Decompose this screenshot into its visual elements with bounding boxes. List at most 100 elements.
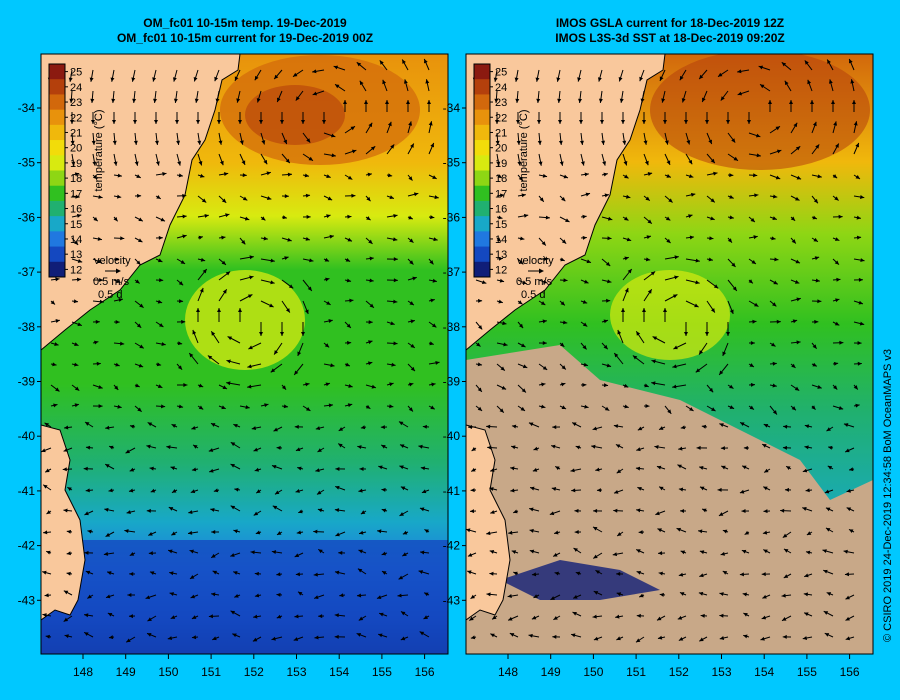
current-vector-head	[845, 595, 850, 600]
current-vector-head	[92, 174, 98, 180]
current-vector-head	[592, 614, 597, 619]
current-vector-head	[771, 236, 776, 241]
current-vector-head	[254, 571, 259, 576]
current-vector-head	[614, 489, 619, 494]
current-vector-head	[43, 530, 48, 535]
current-vector-head	[636, 331, 641, 336]
right-frame	[465, 53, 874, 655]
current-vector-head	[378, 465, 383, 470]
current-vector-head	[358, 488, 363, 493]
current-vector-head	[743, 445, 748, 450]
current-vector-head	[750, 382, 756, 387]
current-vector-head	[366, 196, 371, 202]
current-vector-head	[826, 427, 831, 432]
current-vector-head	[253, 614, 258, 619]
current-vector-head	[277, 97, 281, 103]
current-vector-head	[737, 91, 743, 96]
colorbar-swatch	[49, 155, 65, 171]
current-vector-head	[834, 260, 839, 265]
current-vector-head	[593, 508, 598, 513]
current-vector-head	[805, 550, 811, 555]
current-vector-head	[615, 614, 620, 619]
colorbar-swatch	[49, 109, 65, 126]
current-vector-head	[287, 172, 292, 177]
current-vector-head	[684, 332, 688, 336]
current-vector-head	[425, 79, 430, 84]
current-vector-head	[729, 173, 734, 178]
right-land	[466, 54, 665, 350]
current-vector-head	[83, 466, 88, 471]
current-vector-head	[367, 361, 373, 366]
current-vector-head	[270, 280, 275, 285]
current-vector-head	[284, 256, 289, 261]
current-vector-head	[508, 616, 513, 621]
current-vector-head	[559, 161, 564, 166]
current-vector-head	[131, 77, 136, 82]
current-vector-head	[721, 465, 726, 470]
current-vector-head	[312, 69, 317, 74]
current-vector-head	[156, 195, 161, 199]
current-vector-head	[107, 571, 112, 575]
current-vector-head	[333, 65, 339, 70]
current-vector-head	[87, 594, 92, 599]
current-vector-head	[676, 527, 682, 532]
current-vector-head	[663, 120, 667, 124]
current-vector-head	[371, 384, 376, 389]
current-vector-head	[138, 217, 143, 222]
current-vector-head	[92, 161, 97, 166]
current-vector-head	[494, 98, 499, 103]
left-eddy-warm	[185, 270, 305, 370]
current-vector-head	[325, 277, 330, 282]
current-vector-head	[230, 442, 236, 447]
current-vector-head	[266, 171, 271, 176]
current-vector-head	[244, 216, 250, 221]
current-vector-head	[198, 161, 203, 166]
current-vector-head	[255, 530, 261, 535]
colorbar-tick-label: 20	[495, 143, 507, 155]
current-vector-head	[834, 196, 839, 201]
velocity-key-label: velocity	[517, 255, 554, 267]
current-vector-head	[104, 507, 109, 512]
current-vector-head	[556, 77, 561, 82]
current-vector-head	[626, 194, 631, 199]
current-vector-head	[740, 422, 745, 427]
colorbar-tick-label: 14	[70, 234, 82, 246]
current-vector-head	[762, 530, 768, 535]
colorbar-tick-label: 23	[70, 97, 82, 109]
velocity-key-duration: 0.5 d	[98, 289, 122, 301]
current-vector-head	[402, 59, 406, 64]
current-vector-head	[364, 100, 368, 104]
current-vector-head	[781, 617, 787, 621]
current-vector-head	[828, 445, 833, 450]
current-vector-head	[74, 172, 80, 177]
colorbar-tick-label: 25	[70, 67, 82, 79]
current-vector-head	[351, 149, 357, 154]
current-vector-head	[108, 488, 113, 493]
current-vector-head	[553, 616, 558, 620]
current-vector-head	[559, 342, 565, 347]
current-vector-head	[758, 65, 764, 70]
current-vector-head	[196, 308, 200, 312]
current-vector-head	[152, 77, 157, 82]
current-vector-head	[214, 76, 219, 82]
current-vector-head	[603, 172, 608, 177]
lat-tick-label: -34	[18, 101, 36, 115]
current-vector-head	[681, 98, 686, 103]
current-vector-head	[593, 554, 598, 559]
current-vector-head	[719, 613, 724, 618]
current-vector-head	[636, 549, 641, 553]
current-vector-head	[329, 234, 334, 239]
current-vector-head	[84, 550, 89, 555]
velocity-key-speed: 0.5 m/s	[516, 276, 553, 288]
current-vector-head	[382, 79, 387, 85]
current-vector-head	[711, 407, 716, 412]
current-vector-head	[114, 257, 120, 262]
current-vector-head	[570, 468, 575, 473]
current-vector-head	[666, 238, 671, 244]
current-vector-head	[118, 297, 123, 302]
current-vector-head	[218, 140, 223, 145]
right-title-line2: IMOS L3S-3d SST at 18-Dec-2019 09:20Z	[555, 31, 785, 45]
colorbar-tick-label: 21	[495, 127, 507, 139]
current-vector-head	[157, 299, 163, 304]
current-vector-head	[709, 236, 714, 241]
